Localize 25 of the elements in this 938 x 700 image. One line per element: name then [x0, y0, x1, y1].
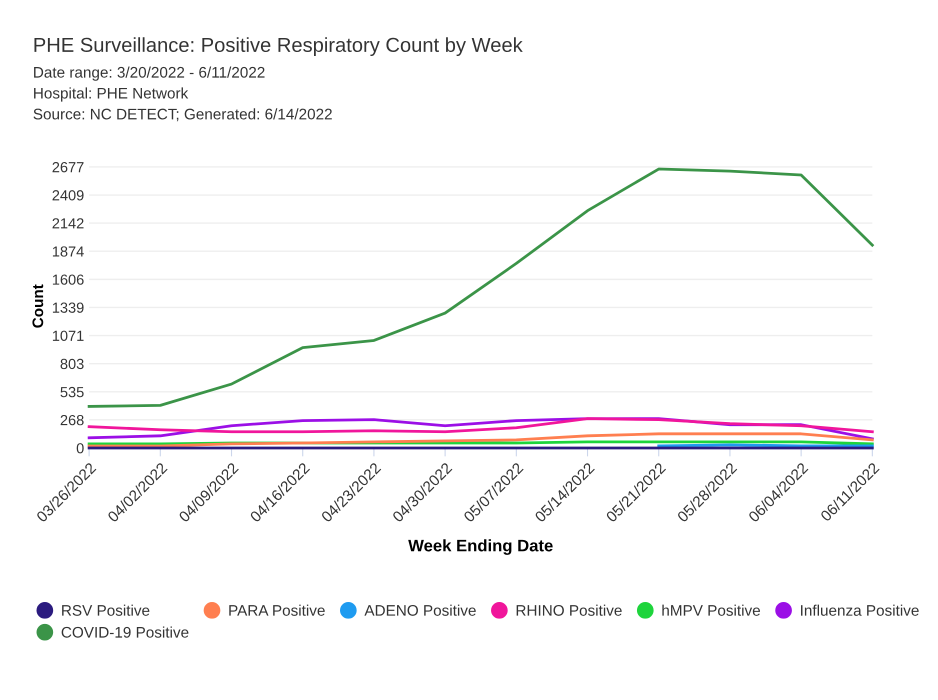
- y-tick-label: 0: [76, 443, 84, 454]
- y-tick-label: 2142: [52, 218, 84, 228]
- legend-label: RHINO Positive: [516, 604, 622, 616]
- y-tick-label: 1071: [52, 330, 84, 341]
- y-tick-label: 1606: [52, 274, 84, 285]
- legend-label: COVID-19 Positive: [62, 626, 188, 638]
- x-axis-title: Week Ending Date: [408, 539, 553, 555]
- legend-label: Influenza Positive: [801, 604, 919, 616]
- line-series: [88, 417, 874, 434]
- legend-label: hMPV Positive: [662, 604, 760, 616]
- legend-label: PARA Positive: [229, 604, 325, 616]
- line-series: [88, 432, 874, 448]
- y-tick-label: 1339: [52, 302, 84, 313]
- y-tick-label: 803: [60, 358, 84, 370]
- y-tick-label: 2409: [52, 190, 84, 200]
- y-tick-label: 1874: [52, 246, 84, 257]
- chart-title: PHE Surveillance: Positive Respiratory Count by Week: [34, 37, 523, 56]
- y-tick-label: 268: [60, 414, 84, 426]
- y-tick-label: 2677: [52, 162, 84, 172]
- y-tick-label: 535: [60, 386, 84, 398]
- chart-subtitle: Date range: 3/20/2022 - 6/11/2022 Hospital: PHE Network Source: NC DETECT; Generated: 6/14/2022: [34, 66, 332, 122]
- y-axis-title: Count: [32, 284, 44, 328]
- legend-label: RSV Positive: [62, 604, 150, 616]
- line-series: [88, 168, 874, 408]
- legend-label: ADENO Positive: [364, 604, 476, 616]
